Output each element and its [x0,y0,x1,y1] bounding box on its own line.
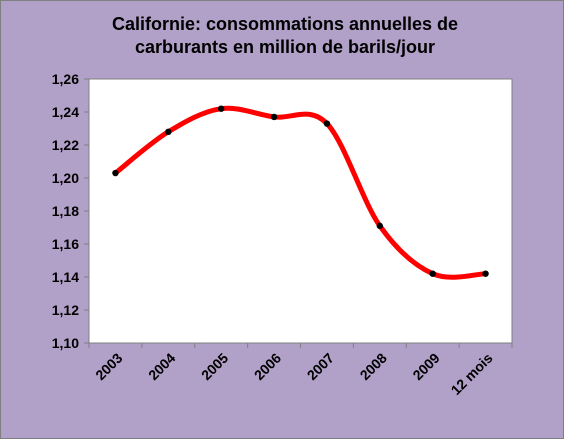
data-point [165,128,172,135]
chart-title-line-1: Californie: consommations annuelles de [112,14,458,34]
y-tick-label: 1,22 [52,137,79,153]
y-tick-label: 1,10 [52,335,79,351]
y-tick-label: 1,20 [52,170,79,186]
data-point [482,270,489,277]
series-line [112,105,489,280]
x-tick-label: 2007 [304,350,337,383]
y-axis: 1,10 1,12 1,14 1,16 1,18 1,20 1,22 1,24 1,26 [52,71,89,351]
data-point [270,113,278,121]
y-tick-label: 1,18 [52,203,79,219]
x-tick-label: 2009 [409,350,442,383]
x-tick-label: 2006 [251,350,284,383]
x-axis: 2003 2004 2005 2006 2007 2008 2009 12 mois [88,343,513,398]
x-tick-label: 2008 [357,350,390,383]
y-tick-label: 1,16 [52,236,79,252]
y-tick-label: 1,12 [52,302,79,318]
y-tick-label: 1,24 [52,104,79,120]
chart-title-line-2: carburants en million de barils/jour [135,37,435,57]
x-tick-label: 2004 [145,350,178,383]
plot-area [88,78,513,344]
data-point [323,120,331,127]
y-tick-label: 1,26 [52,71,79,87]
y-tick-label: 1,14 [52,269,79,285]
x-tick-label: 2003 [92,350,125,383]
series-group [112,105,489,280]
data-point [376,222,384,230]
data-point [217,105,225,112]
x-tick-label: 12 mois [448,350,496,398]
x-tick-label: 2005 [198,350,231,383]
data-point [429,270,436,277]
data-point [112,169,119,177]
